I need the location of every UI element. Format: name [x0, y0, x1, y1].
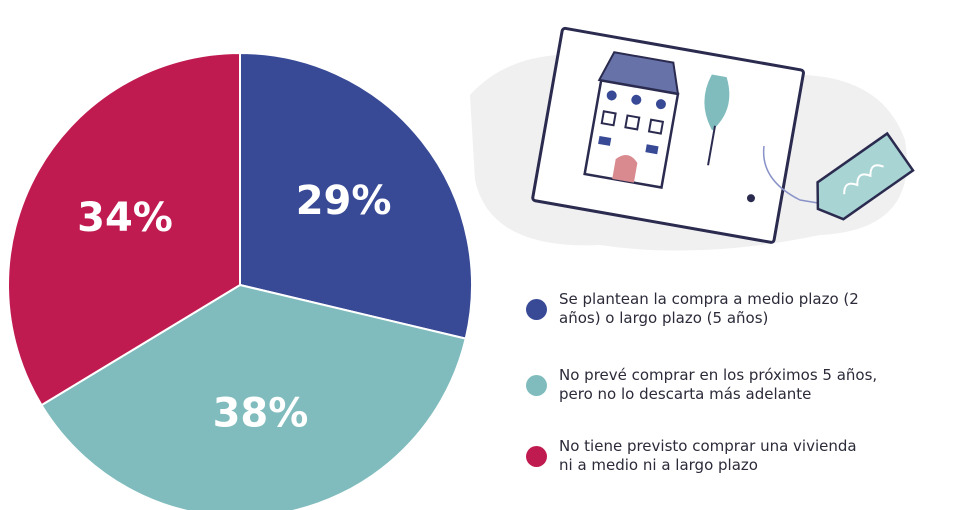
chart: 29% 38% 34%	[0, 0, 953, 510]
legend-item: Se plantean la compra a medio plazo (2 a…	[526, 290, 946, 328]
data-label: 29%	[296, 178, 392, 224]
data-label: 38%	[213, 390, 309, 436]
legend-item: No prevé comprar en los próximos 5 años,…	[526, 366, 946, 404]
legend-swatch	[526, 299, 547, 320]
legend-item: No tiene previsto comprar una vivienda n…	[526, 437, 946, 475]
legend-label: Se plantean la compra a medio plazo (2 a…	[559, 290, 889, 328]
legend-label: No tiene previsto comprar una vivienda n…	[559, 437, 859, 475]
illustration	[470, 28, 913, 251]
legend-swatch	[526, 446, 547, 467]
legend-label: No prevé comprar en los próximos 5 años,…	[559, 366, 879, 404]
legend-swatch	[526, 375, 547, 396]
data-label: 34%	[77, 195, 173, 241]
page: 29% 38% 34% Se plantean la compra a medio …	[0, 0, 953, 510]
